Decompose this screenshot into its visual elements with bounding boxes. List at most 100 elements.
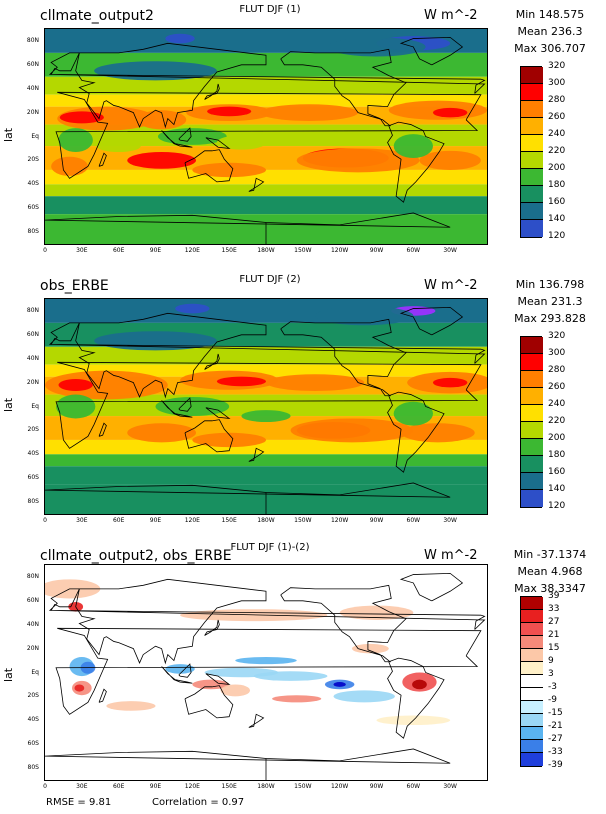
colorbar-label: 33 (548, 604, 560, 614)
colorbar-swatch (521, 701, 543, 714)
coastline (98, 152, 107, 167)
colorbar-label: -3 (548, 682, 557, 692)
units-label: W m^-2 (424, 548, 478, 563)
coastline (204, 83, 220, 100)
lon-tick-label: 150E (221, 517, 237, 524)
colorbar-swatch (521, 84, 543, 101)
correlation-label: Correlation = 0.97 (152, 797, 245, 808)
colorbar-label: 39 (548, 591, 560, 601)
lon-tick-label: 120W (330, 783, 349, 790)
stat-mean: Mean 4.968 (517, 565, 583, 578)
value-region (235, 656, 297, 665)
coastline (184, 149, 234, 183)
colorbar-label: 160 (548, 467, 566, 477)
value-region (351, 643, 389, 654)
colorbar-label: 200 (548, 433, 566, 443)
colorbar-swatch (521, 439, 543, 456)
panel-diff: cllmate_output2, obs_ERBE FLUT DJF (1)-(… (0, 540, 606, 810)
lon-tick-label: 60W (406, 247, 421, 254)
lon-tick-label: 120E (184, 247, 200, 254)
lat-band (45, 454, 487, 467)
colorbar (520, 66, 543, 238)
lat-tick-label: Eq (31, 132, 39, 140)
lon-tick-label: 90W (369, 783, 384, 790)
colorbar-swatch (521, 662, 543, 675)
value-region (58, 379, 93, 391)
colorbar-label: 300 (548, 78, 566, 88)
value-region (216, 376, 266, 387)
lon-tick-label: 60E (112, 783, 125, 790)
colorbar-boxes (520, 596, 543, 767)
coastline (248, 713, 265, 728)
lat-tick-label: 80S (27, 228, 39, 236)
colorbar-swatch (521, 354, 543, 371)
stats-box: Min 148.575 Mean 236.3 Max 306.707 (495, 6, 605, 57)
colorbar-label: -27 (548, 734, 563, 744)
coastline (161, 130, 193, 148)
lon-tick-label: 0 (43, 247, 47, 254)
colorbar-label: 3 (548, 669, 554, 679)
stat-mean: Mean 231.3 (517, 295, 583, 308)
colorbar-swatch (521, 610, 543, 623)
colorbar-swatch (521, 636, 543, 649)
stat-max: Max 293.828 (514, 312, 586, 325)
coastline (280, 318, 407, 397)
lat-band (45, 94, 487, 107)
coastline (184, 685, 234, 719)
lat-tick-label: 80N (26, 36, 39, 44)
colorbar-swatch (521, 101, 543, 118)
lon-tick-label: 90W (369, 247, 384, 254)
colorbar-swatch (521, 473, 543, 490)
value-region (432, 107, 468, 118)
colorbar-swatch (521, 490, 543, 507)
value-region (165, 33, 195, 44)
lat-tick-label: 80N (26, 572, 39, 580)
coastline (98, 688, 107, 703)
lon-tick-label: 150W (294, 517, 312, 524)
coastline (55, 361, 482, 449)
value-region (315, 306, 414, 326)
lon-tick-label: 0 (43, 517, 47, 524)
map-svg (45, 299, 487, 514)
colorbar-swatch (521, 152, 543, 169)
coastline (399, 306, 464, 336)
coastline (161, 400, 193, 418)
colorbar-label: -33 (548, 747, 563, 757)
coastline (45, 482, 451, 514)
coastline (387, 657, 445, 739)
coastline (75, 578, 267, 665)
colorbar-label: -15 (548, 708, 563, 718)
colorbar-swatch (521, 727, 543, 740)
lat-band (45, 364, 487, 377)
value-region (127, 423, 197, 443)
colorbar-swatch (521, 675, 543, 688)
colorbar-swatch (521, 118, 543, 135)
colorbar-swatch (521, 714, 543, 727)
lat-band (45, 466, 487, 485)
coastlines (45, 36, 486, 244)
colorbar-boxes (520, 336, 543, 508)
lat-tick-label: 40N (26, 620, 39, 628)
lat-band (45, 184, 487, 197)
value-region (127, 152, 197, 169)
lon-tick-label: 30E (76, 783, 88, 790)
value-region (333, 690, 395, 703)
case-label: obs_ERBE (40, 278, 109, 294)
coastline (45, 212, 451, 244)
plot-title: FLUT DJF (1) (239, 4, 301, 15)
lat-tick-label: 40S (27, 716, 39, 724)
coastline (178, 397, 192, 412)
coastline (204, 353, 220, 370)
map-fill (45, 29, 487, 244)
colorbar-label: 9 (548, 656, 554, 666)
colorbar (520, 596, 543, 767)
lat-tick-label: 40N (26, 84, 39, 92)
coastline (248, 177, 265, 192)
coastline (387, 121, 445, 203)
lat-band (45, 439, 487, 455)
value-region (339, 605, 414, 620)
value-region (192, 432, 266, 448)
coastline (55, 91, 482, 179)
lon-tick-label: 180W (257, 247, 275, 254)
coastline (387, 391, 445, 473)
